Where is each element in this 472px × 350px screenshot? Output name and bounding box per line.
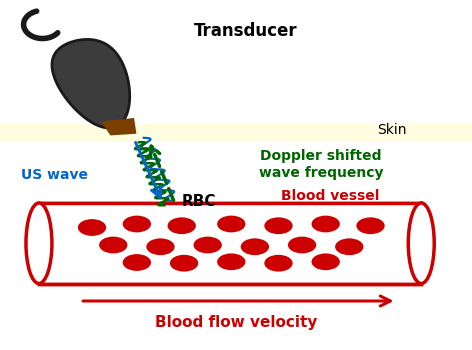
- Ellipse shape: [217, 253, 245, 270]
- Bar: [0, 124, 472, 142]
- Ellipse shape: [123, 216, 151, 232]
- Ellipse shape: [356, 217, 385, 234]
- Text: US wave: US wave: [21, 168, 88, 182]
- Text: Doppler shifted
wave frequency: Doppler shifted wave frequency: [259, 149, 383, 180]
- Ellipse shape: [335, 238, 363, 255]
- Ellipse shape: [26, 203, 52, 284]
- Ellipse shape: [217, 216, 245, 232]
- Ellipse shape: [264, 255, 293, 272]
- Ellipse shape: [170, 255, 198, 272]
- Ellipse shape: [241, 238, 269, 255]
- Ellipse shape: [288, 237, 316, 253]
- Text: RBC: RBC: [182, 194, 216, 209]
- Ellipse shape: [146, 238, 175, 255]
- Ellipse shape: [168, 217, 196, 234]
- Ellipse shape: [312, 253, 340, 270]
- Ellipse shape: [123, 254, 151, 271]
- Ellipse shape: [99, 237, 127, 253]
- Text: Transducer: Transducer: [194, 22, 297, 41]
- Ellipse shape: [312, 216, 340, 232]
- Bar: [39, 203, 421, 284]
- Ellipse shape: [408, 203, 434, 284]
- Text: Skin: Skin: [377, 122, 406, 136]
- Text: Blood flow velocity: Blood flow velocity: [155, 315, 317, 330]
- Ellipse shape: [194, 237, 222, 253]
- Ellipse shape: [78, 219, 106, 236]
- Polygon shape: [101, 118, 136, 135]
- Bar: [39, 204, 421, 282]
- Ellipse shape: [264, 217, 293, 234]
- Text: Blood vessel: Blood vessel: [281, 189, 379, 203]
- Polygon shape: [52, 40, 130, 128]
